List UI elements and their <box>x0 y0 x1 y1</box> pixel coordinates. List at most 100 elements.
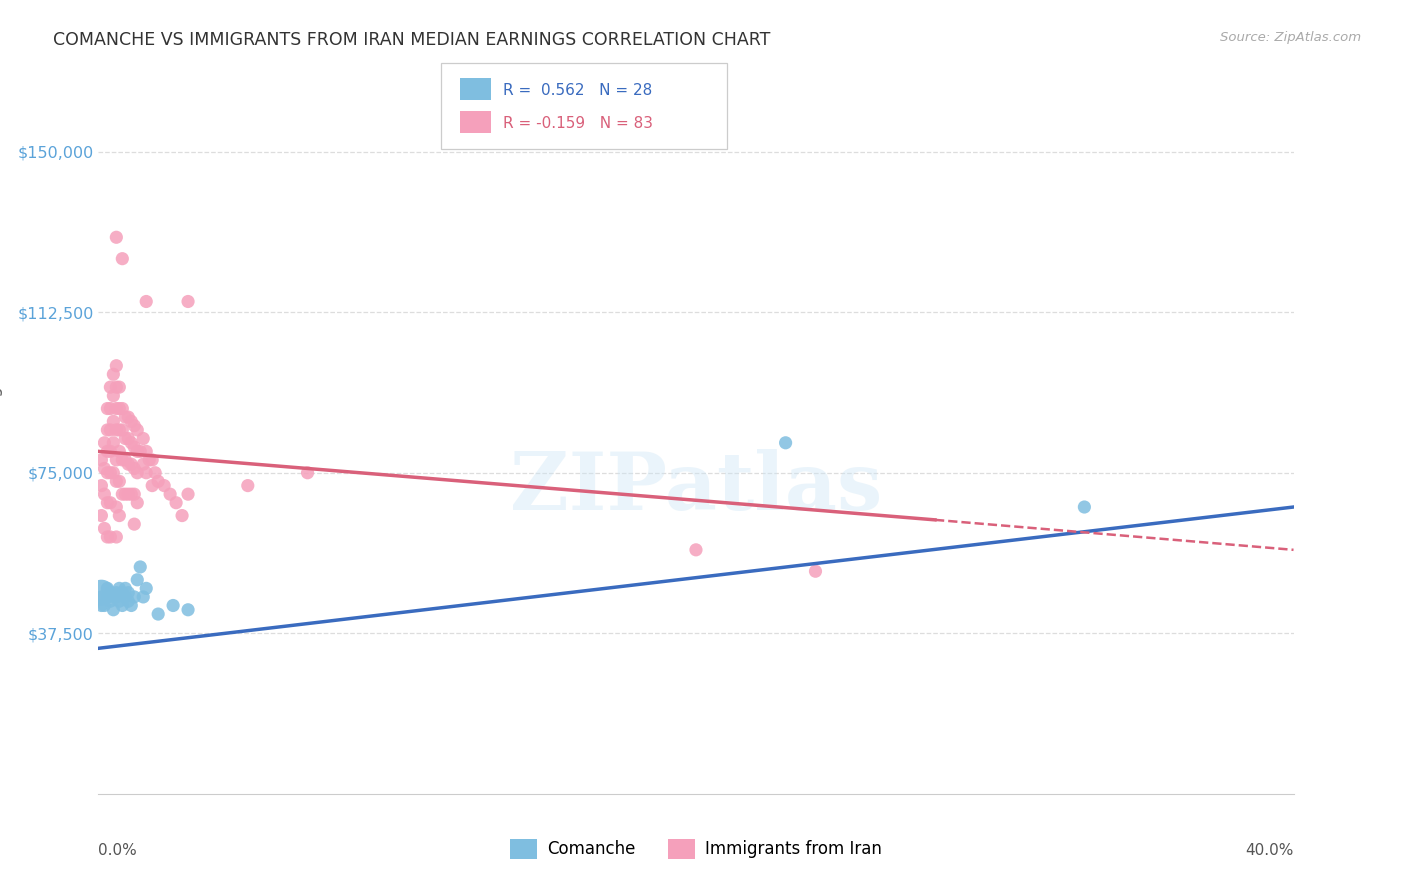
Point <box>108 582 131 596</box>
Point <box>177 487 200 501</box>
Point <box>117 487 139 501</box>
Point <box>90 590 112 604</box>
Point <box>124 418 146 433</box>
Point <box>127 466 149 480</box>
Point <box>120 435 142 450</box>
Text: R = -0.159   N = 83: R = -0.159 N = 83 <box>503 116 654 131</box>
Point <box>124 461 146 475</box>
Point <box>96 423 118 437</box>
Point <box>98 466 122 480</box>
Point <box>114 432 136 446</box>
Point <box>111 599 134 613</box>
Point <box>1073 500 1095 514</box>
Point <box>148 607 170 621</box>
Point <box>93 435 115 450</box>
Point <box>141 453 163 467</box>
Point <box>90 599 112 613</box>
Point <box>105 530 128 544</box>
Point <box>98 530 122 544</box>
Point <box>108 444 131 458</box>
Point <box>114 410 136 425</box>
Point <box>685 542 707 557</box>
Point <box>108 508 131 523</box>
Point <box>105 401 128 416</box>
Point <box>90 508 112 523</box>
Point <box>111 252 134 266</box>
Point <box>117 585 139 599</box>
Point <box>129 444 152 458</box>
Point <box>103 590 125 604</box>
Point <box>108 475 131 489</box>
Point <box>120 414 142 428</box>
Point <box>114 582 136 596</box>
Point <box>127 444 149 458</box>
Point <box>177 294 200 309</box>
Point <box>93 461 115 475</box>
Legend: Comanche, Immigrants from Iran: Comanche, Immigrants from Iran <box>503 832 889 865</box>
Point <box>98 380 122 394</box>
Point <box>124 517 146 532</box>
Point <box>135 466 157 480</box>
Point <box>124 440 146 454</box>
Point <box>96 496 118 510</box>
Point <box>105 475 128 489</box>
Point <box>804 564 827 578</box>
Point <box>108 423 131 437</box>
Point <box>98 496 122 510</box>
Point <box>117 457 139 471</box>
Point <box>165 496 187 510</box>
Point <box>105 500 128 514</box>
Point <box>775 435 797 450</box>
Point <box>103 368 125 382</box>
Point <box>96 466 118 480</box>
Point <box>103 389 125 403</box>
Point <box>103 603 125 617</box>
Point <box>117 594 139 608</box>
Point <box>114 487 136 501</box>
Point <box>177 603 200 617</box>
Point <box>124 487 146 501</box>
Point <box>111 401 134 416</box>
Point <box>129 560 152 574</box>
Point <box>114 590 136 604</box>
Point <box>111 585 134 599</box>
Point <box>98 594 122 608</box>
Point <box>117 432 139 446</box>
Point <box>297 466 319 480</box>
Y-axis label: Median Earnings: Median Earnings <box>0 377 3 515</box>
Point <box>135 582 157 596</box>
Point <box>96 444 118 458</box>
Point <box>93 521 115 535</box>
Point <box>98 585 122 599</box>
Point <box>93 599 115 613</box>
Point <box>111 453 134 467</box>
Point <box>132 590 155 604</box>
Point <box>120 457 142 471</box>
Point <box>159 487 181 501</box>
Text: 0.0%: 0.0% <box>98 843 138 857</box>
Point <box>236 478 259 492</box>
Text: Source: ZipAtlas.com: Source: ZipAtlas.com <box>1220 31 1361 45</box>
Point <box>105 423 128 437</box>
Point <box>105 590 128 604</box>
Point <box>127 423 149 437</box>
Point <box>105 585 128 599</box>
Point <box>105 380 128 394</box>
Point <box>143 466 166 480</box>
Point <box>162 599 184 613</box>
Point <box>135 444 157 458</box>
Point <box>96 590 118 604</box>
Point <box>90 585 112 599</box>
Point <box>103 414 125 428</box>
Point <box>132 432 155 446</box>
Point <box>124 590 146 604</box>
Point <box>132 457 155 471</box>
Point <box>105 453 128 467</box>
Text: ZIPatlas: ZIPatlas <box>510 449 882 527</box>
Point <box>114 453 136 467</box>
Point <box>120 487 142 501</box>
Point <box>127 496 149 510</box>
Point <box>111 423 134 437</box>
Point <box>127 573 149 587</box>
Text: 40.0%: 40.0% <box>1246 843 1294 857</box>
